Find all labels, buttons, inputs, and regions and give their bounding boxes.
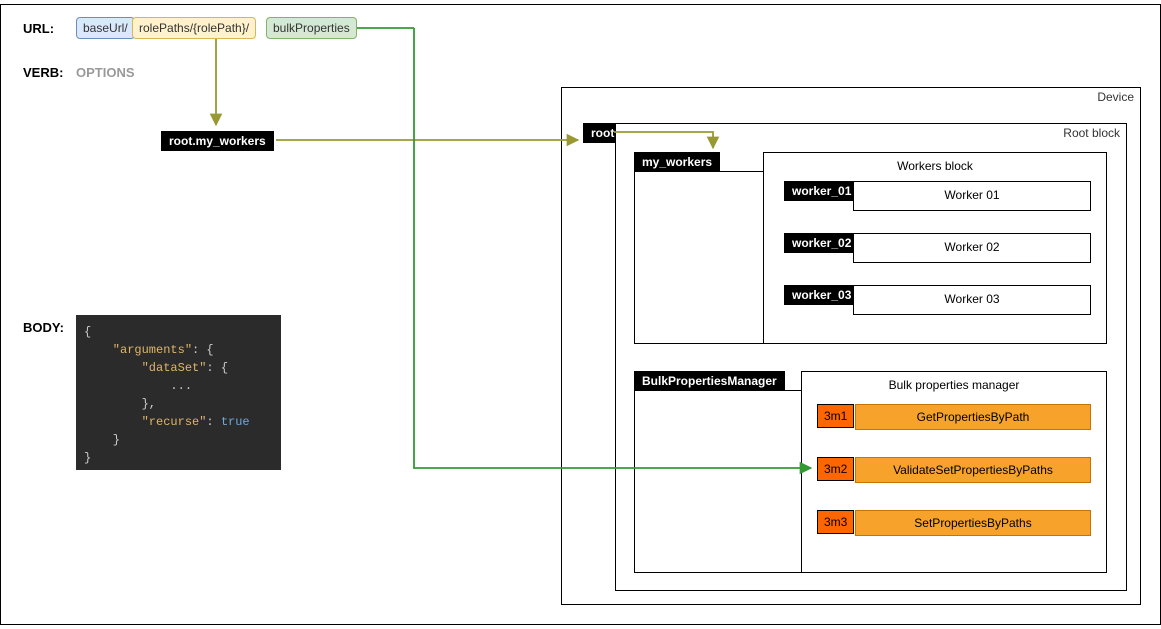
worker-02-box: Worker 02 [853,233,1091,263]
url-label: URL: [23,21,54,36]
tab-bpm: BulkPropertiesManager [634,371,785,391]
my-workers-slot [634,171,763,344]
method-label-getprops: GetPropertiesByPath [855,404,1091,430]
worker-03-title: Worker 03 [854,286,1090,306]
diagram-canvas: URL: VERB: BODY: OPTIONS baseUrl/ rolePa… [0,4,1161,625]
worker-01-box: Worker 01 [853,181,1091,211]
verb-label: VERB: [23,65,63,80]
url-chip-rolepath: rolePaths/{rolePath}/ [132,17,256,39]
bpm-title: Bulk properties manager [802,372,1106,392]
workers-block-title: Workers block [764,153,1106,173]
tab-root-my-workers: root.my_workers [161,131,274,151]
bpm-slot [634,390,801,573]
body-label: BODY: [23,320,64,335]
tab-my-workers: my_workers [634,152,720,172]
worker-01-title: Worker 01 [854,182,1090,202]
device-title: Device [1097,90,1134,104]
tab-worker-01: worker_01 [784,181,859,201]
body-code: { "arguments": { "dataSet": { ... }, "re… [76,315,281,470]
method-label-setprops: SetPropertiesByPaths [855,510,1091,536]
method-tag-3m3: 3m3 [817,510,854,534]
tab-worker-02: worker_02 [784,233,859,253]
method-tag-3m1: 3m1 [817,404,854,428]
url-chip-baseurl: baseUrl/ [76,17,135,39]
worker-02-title: Worker 02 [854,234,1090,254]
method-label-validateset: ValidateSetPropertiesByPaths [855,457,1091,483]
tab-worker-03: worker_03 [784,285,859,305]
method-tag-3m2: 3m2 [817,457,854,481]
verb-value: OPTIONS [76,65,135,80]
url-chip-bulkproperties: bulkProperties [266,17,357,39]
root-block-title: Root block [1063,126,1120,140]
worker-03-box: Worker 03 [853,285,1091,315]
